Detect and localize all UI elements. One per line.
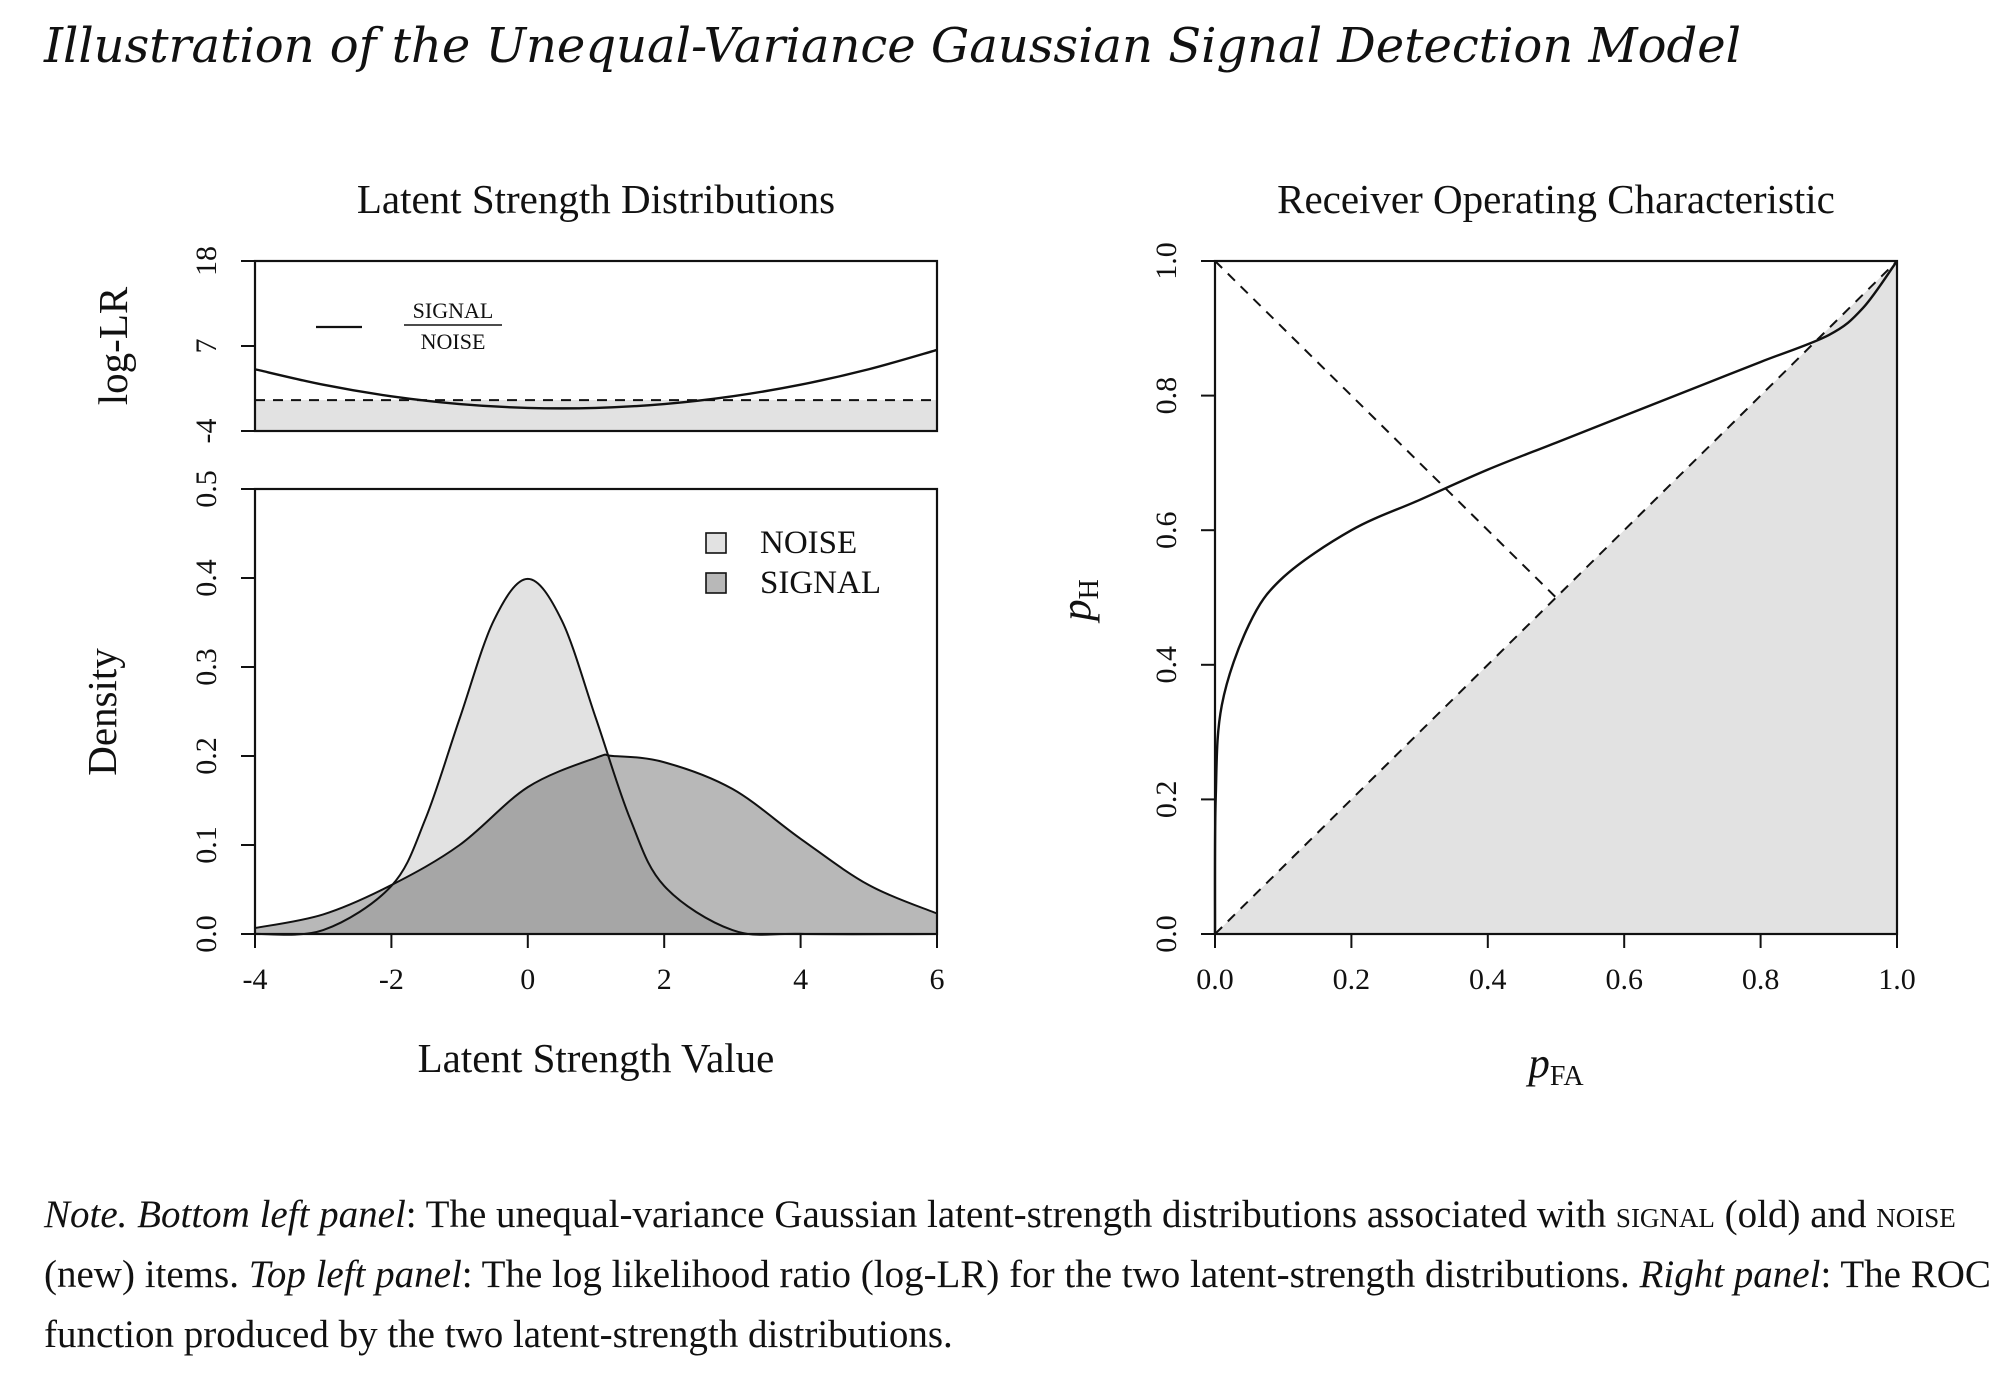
- roc-y-tick-label: 0.8: [1150, 377, 1183, 415]
- note-text-3: (new) items.: [44, 1253, 249, 1296]
- note-label: Note.: [44, 1193, 128, 1236]
- density-panel: -4 -2 0 2 4 6 0.0 0.1 0.2 0.3 0.4 0.5 Density Late…: [79, 470, 945, 1081]
- density-y-ticks: 0.0 0.1 0.2 0.3 0.4 0.5: [190, 470, 255, 953]
- density-curve-noise: [254, 577, 938, 936]
- legend-label-noise: NOISE: [760, 525, 857, 561]
- density-x-label: Latent Strength Value: [418, 1035, 775, 1081]
- roc-curve-group: [1213, 260, 1898, 935]
- note-noise-word: noise: [1876, 1193, 1956, 1236]
- note-text-1: : The unequal-variance Gaussian latent-s…: [405, 1193, 1616, 1236]
- density-y-label: Density: [79, 648, 125, 776]
- density-x-tick-label: 2: [657, 963, 672, 996]
- loglr-curve-group: [254, 348, 938, 410]
- legend-swatch-signal: [705, 572, 727, 594]
- roc-y-tick-label: 0.6: [1150, 511, 1183, 549]
- note-text-5: : The ROC function produced by the two l…: [44, 1253, 1991, 1356]
- density-x-tick-label: 4: [793, 963, 808, 996]
- density-curve-signal: [254, 753, 938, 930]
- loglr-panel: Latent Strength Distributions -4 7 18 log-…: [90, 176, 939, 444]
- roc-frame: [1213, 259, 1899, 936]
- loglr-shade-area: [255, 400, 937, 431]
- note-text-2: (old) and: [1714, 1193, 1877, 1236]
- density-x-tick-label: -2: [379, 963, 404, 996]
- density-area-group: [254, 577, 938, 936]
- legend-swatch-noise: [705, 532, 727, 554]
- roc-reference-lines: [1214, 260, 1898, 935]
- roc-y-ticks: 0.0 0.2 0.4 0.6 0.8 1.0: [1150, 242, 1215, 953]
- loglr-reference-shade: [255, 399, 937, 431]
- density-y-tick-label: 0.1: [190, 826, 223, 864]
- roc-x-tick-label: 1.0: [1878, 963, 1916, 996]
- roc-x-tick-label: 0.0: [1196, 963, 1234, 996]
- roc-y-tick-label: 0.4: [1150, 646, 1183, 684]
- loglr-curve: [254, 348, 938, 410]
- roc-y-tick-label: 0.2: [1150, 781, 1183, 819]
- density-legend: NOISE SIGNAL: [705, 525, 881, 601]
- left-panel-title: Latent Strength Distributions: [357, 176, 835, 222]
- loglr-y-tick-label: -4: [190, 419, 223, 444]
- roc-x-tick-label: 0.8: [1742, 963, 1780, 996]
- figure-note: Note. Bottom left panel: The unequal-var…: [44, 1185, 1994, 1365]
- density-x-tick-label: 6: [930, 963, 945, 996]
- density-y-tick-label: 0.0: [190, 915, 223, 953]
- roc-y-tick-label: 0.0: [1150, 915, 1183, 953]
- density-frame: [253, 487, 939, 936]
- loglr-y-tick-label: 18: [190, 246, 223, 276]
- roc-x-label-sub: FA: [1550, 1061, 1584, 1092]
- density-y-tick-label: 0.5: [190, 470, 223, 508]
- note-signal-word: signal: [1615, 1193, 1715, 1236]
- roc-panel: Receiver Operating Characteristic 0.0 0.2…: [1053, 176, 1916, 1092]
- note-top-label: Top left panel: [248, 1253, 462, 1296]
- density-x-ticks: -4 -2 0 2 4 6: [243, 934, 945, 996]
- figure-title: Illustration of the Unequal-Variance Gau…: [44, 18, 1742, 74]
- loglr-legend-numerator: SIGNAL: [413, 298, 494, 323]
- roc-x-tick-label: 0.2: [1333, 963, 1371, 996]
- roc-y-tick-label: 1.0: [1150, 242, 1183, 280]
- note-right-label: Right panel: [1639, 1253, 1821, 1296]
- roc-panel-title: Receiver Operating Characteristic: [1277, 176, 1835, 222]
- roc-y-label-main: p: [1053, 599, 1100, 624]
- roc-y-label: pH: [1053, 579, 1105, 624]
- note-bottom-label: Bottom left panel: [137, 1193, 406, 1236]
- density-y-tick-label: 0.3: [190, 648, 223, 686]
- loglr-y-ticks: -4 7 18: [190, 246, 255, 444]
- loglr-frame: [253, 259, 939, 433]
- density-x-tick-label: 0: [520, 963, 535, 996]
- roc-x-tick-label: 0.6: [1605, 963, 1643, 996]
- roc-minor-diagonal: [1214, 260, 1557, 599]
- loglr-legend-denominator: NOISE: [421, 329, 486, 354]
- density-x-tick-label: -4: [243, 963, 268, 996]
- density-y-tick-label: 0.4: [190, 559, 223, 597]
- loglr-y-label: log-LR: [90, 286, 136, 405]
- loglr-y-tick-label: 7: [190, 339, 223, 354]
- density-y-tick-label: 0.2: [190, 737, 223, 775]
- note-text-4: : The log likelihood ratio (log-LR) for …: [461, 1253, 1640, 1296]
- roc-x-label-main: p: [1525, 1040, 1550, 1087]
- roc-y-label-sub: H: [1074, 579, 1105, 599]
- roc-chance-line: [1214, 260, 1898, 935]
- roc-curve: [1213, 260, 1898, 935]
- legend-label-signal: SIGNAL: [760, 565, 881, 601]
- loglr-legend: SIGNAL NOISE: [316, 298, 502, 354]
- roc-x-tick-label: 0.4: [1469, 963, 1507, 996]
- roc-x-ticks: 0.0 0.2 0.4 0.6 0.8 1.0: [1196, 934, 1916, 996]
- roc-x-label: pFA: [1525, 1040, 1584, 1092]
